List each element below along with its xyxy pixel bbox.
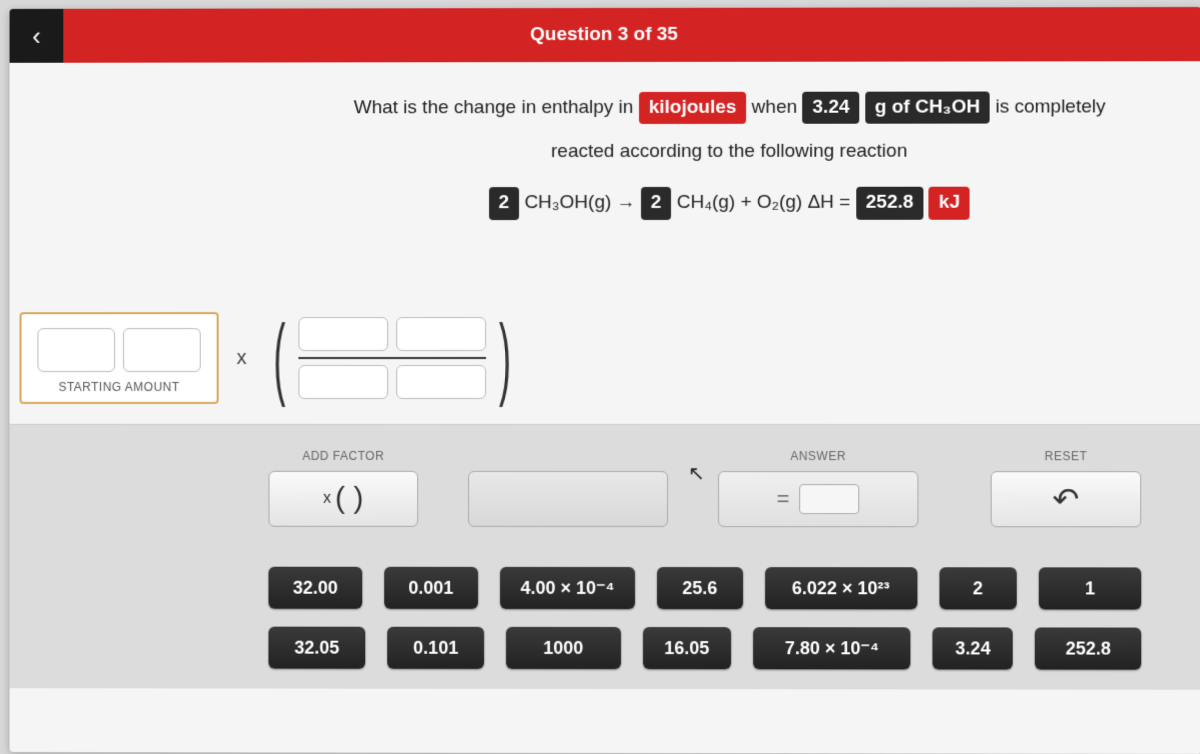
q-text: when: [752, 97, 797, 118]
starting-amount-box[interactable]: STARTING AMOUNT: [20, 312, 219, 404]
denominator-unit-slot[interactable]: [396, 365, 486, 399]
eq-coef: 2: [489, 187, 520, 220]
starting-value-slot[interactable]: [37, 328, 115, 372]
number-tile[interactable]: 6.022 × 10²³: [765, 567, 917, 609]
work-row: STARTING AMOUNT x ( ): [10, 292, 1200, 424]
number-tile[interactable]: 252.8: [1035, 627, 1141, 669]
equals-icon: =: [777, 486, 790, 512]
paren-right-icon: ): [499, 336, 511, 381]
multiply-icon: x: [323, 490, 331, 508]
answer-label: ANSWER: [790, 449, 846, 463]
back-button[interactable]: ‹: [10, 9, 64, 63]
chip-mass: 3.24: [802, 91, 859, 124]
tile-row: 32.05 0.101 1000 16.05 7.80 × 10⁻⁴ 3.24 …: [269, 627, 1142, 670]
chip-substance: g of CH₃OH: [865, 91, 990, 124]
eq-coef: 2: [641, 187, 672, 220]
number-tile[interactable]: 2: [939, 567, 1017, 609]
factor-group: ( ): [265, 317, 520, 399]
answer-slot[interactable]: =: [718, 471, 918, 527]
number-tile[interactable]: 3.24: [933, 627, 1013, 669]
q-text: is completely: [995, 96, 1105, 117]
chip-kilojoules: kilojoules: [639, 91, 747, 124]
eq-value: 252.8: [856, 187, 924, 220]
controls-area: ADD FACTOR x ( ) ↖ ANSWER = RESET: [10, 424, 1200, 690]
number-tile[interactable]: 1: [1039, 567, 1142, 609]
undo-icon: ↶: [1052, 480, 1079, 518]
paren-left-icon: (: [273, 336, 285, 381]
header-bar: ‹ Question 3 of 35: [10, 7, 1200, 63]
number-tile[interactable]: 25.6: [657, 567, 743, 609]
number-tile[interactable]: 32.00: [269, 567, 363, 609]
eq-right: CH₄(g) + O₂(g) ΔH =: [677, 192, 851, 213]
question-counter: Question 3 of 35: [530, 24, 678, 46]
starting-unit-slot[interactable]: [123, 328, 201, 372]
number-tile[interactable]: 0.101: [387, 627, 484, 669]
denominator-value-slot[interactable]: [298, 365, 388, 399]
numerator-value-slot[interactable]: [298, 317, 388, 351]
add-factor-label: ADD FACTOR: [302, 449, 384, 463]
question-text: What is the change in enthalpy in kilojo…: [10, 61, 1200, 292]
number-tile[interactable]: 7.80 × 10⁻⁴: [753, 627, 911, 669]
blank-label: [566, 449, 570, 463]
q-text: What is the change in enthalpy in: [354, 97, 634, 118]
multiply-symbol: x: [237, 347, 247, 370]
tile-row: 32.00 0.001 4.00 × 10⁻⁴ 25.6 6.022 × 10²…: [269, 567, 1142, 610]
paren-icon: ( ): [335, 482, 363, 516]
answer-value-slot[interactable]: [800, 484, 860, 514]
eq-unit: kJ: [929, 187, 970, 220]
fraction-bar: [298, 357, 486, 359]
drop-slot[interactable]: [468, 471, 668, 527]
q-text: reacted according to the following react…: [551, 140, 907, 161]
number-tile[interactable]: 32.05: [269, 627, 366, 669]
number-tile[interactable]: 0.001: [384, 567, 478, 609]
tiles-area: 32.00 0.001 4.00 × 10⁻⁴ 25.6 6.022 × 10²…: [269, 567, 1142, 670]
eq-left: CH₃OH(g) →: [524, 192, 635, 213]
starting-amount-label: STARTING AMOUNT: [37, 380, 200, 394]
number-tile[interactable]: 16.05: [643, 627, 732, 669]
add-factor-button[interactable]: x ( ): [269, 471, 419, 527]
cursor-icon: ↖: [688, 461, 705, 486]
number-tile[interactable]: 1000: [506, 627, 620, 669]
reset-button[interactable]: ↶: [991, 471, 1142, 527]
numerator-unit-slot[interactable]: [396, 317, 486, 351]
chevron-left-icon: ‹: [32, 20, 41, 51]
reset-label: RESET: [1045, 449, 1088, 463]
number-tile[interactable]: 4.00 × 10⁻⁴: [500, 567, 635, 609]
